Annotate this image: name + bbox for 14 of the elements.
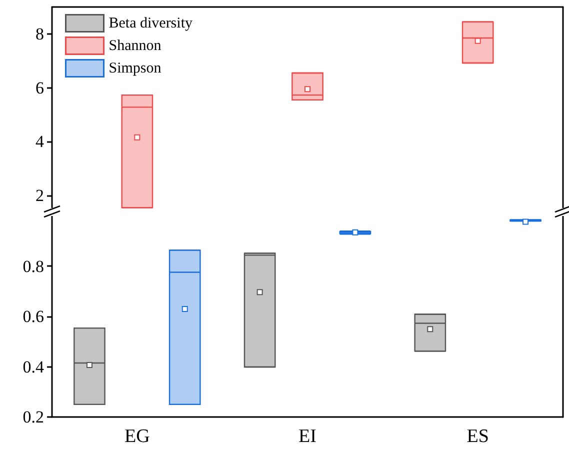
legend-label: Shannon (108, 38, 162, 54)
x-tick-label: EG (124, 426, 150, 447)
y-tick-label: 6 (36, 78, 44, 98)
legend-label: Simpson (108, 60, 162, 76)
legend-label: Beta diversity (108, 15, 193, 32)
y-tick-label: 4 (36, 132, 44, 152)
y-tick-label: 0.2 (22, 408, 44, 426)
x-tick-label: ES (466, 426, 489, 447)
y-tick-label: 0.4 (22, 357, 44, 376)
x-tick-label: EI (298, 426, 316, 447)
y-tick-label: 2 (36, 186, 44, 206)
y-tick-label: 0.6 (22, 307, 44, 326)
y-tick-label: 0.8 (22, 256, 44, 276)
y-tick-label: 8 (36, 24, 44, 44)
